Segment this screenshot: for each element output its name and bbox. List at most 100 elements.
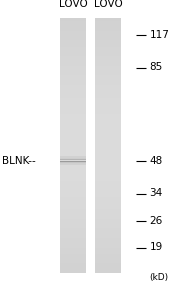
Bar [95,56,121,59]
Bar [60,114,86,117]
Text: 19: 19 [150,242,163,253]
Bar [95,190,121,193]
Bar [60,130,86,133]
Bar [60,66,86,69]
Bar [60,88,86,91]
Bar [60,107,86,110]
Bar [95,155,121,158]
Text: 34: 34 [150,188,163,199]
Bar [95,117,121,120]
Bar [95,88,121,91]
Bar [60,18,86,21]
Bar [95,40,121,44]
Bar [60,79,86,82]
Bar [95,241,121,244]
Bar [95,260,121,263]
Bar [60,136,86,139]
Bar [60,157,86,158]
Bar [95,82,121,85]
Bar [60,181,86,184]
Bar [95,177,121,181]
Bar [60,149,86,152]
Bar [95,21,121,24]
Bar [95,222,121,225]
Bar [60,139,86,142]
Bar [60,72,86,75]
Bar [95,114,121,117]
Bar [60,120,86,123]
Bar [60,59,86,63]
Bar [60,163,86,164]
Bar [60,53,86,56]
Bar [60,165,86,168]
Bar [60,152,86,155]
Bar [60,206,86,209]
Bar [60,91,86,94]
Bar [60,156,86,157]
Bar [60,85,86,88]
Bar [95,59,121,63]
Bar [95,244,121,248]
Text: 85: 85 [150,62,163,73]
Bar [60,158,86,159]
Bar [95,136,121,139]
Bar [95,104,121,107]
Bar [95,181,121,184]
Bar [95,168,121,171]
Bar [95,69,121,72]
Bar [95,152,121,155]
Bar [95,37,121,40]
Bar [60,123,86,126]
Bar [60,110,86,114]
Bar [95,126,121,130]
Bar [60,161,86,162]
Bar [95,184,121,187]
Bar [95,53,121,56]
Bar [60,40,86,44]
Bar [60,235,86,238]
Bar [95,123,121,126]
Bar [95,91,121,94]
Bar [95,110,121,114]
Bar [60,146,86,149]
Bar [60,219,86,222]
Bar [95,158,121,161]
Bar [60,117,86,120]
Bar [60,254,86,257]
Bar [95,267,121,270]
Bar [60,193,86,197]
Bar [60,228,86,232]
Bar [95,107,121,110]
Bar [95,251,121,254]
Bar [95,206,121,209]
Bar [60,257,86,260]
Bar [95,235,121,238]
Bar [95,165,121,168]
Bar [60,142,86,146]
Bar [60,159,86,160]
Bar [95,133,121,136]
Bar [60,34,86,37]
Bar [60,101,86,104]
Bar [95,219,121,222]
Bar [60,104,86,107]
Bar [95,216,121,219]
Bar [95,120,121,123]
Bar [95,203,121,206]
Bar [60,31,86,34]
Bar [60,75,86,79]
Bar [95,18,121,21]
Bar [60,161,86,165]
Bar [95,174,121,177]
Text: 26: 26 [150,215,163,226]
Bar [60,251,86,254]
Bar [95,101,121,104]
Bar [95,161,121,165]
Bar [60,267,86,270]
Bar [95,85,121,88]
Bar [60,98,86,101]
Bar [60,21,86,24]
Bar [60,50,86,53]
Bar [60,171,86,174]
Bar [60,209,86,212]
